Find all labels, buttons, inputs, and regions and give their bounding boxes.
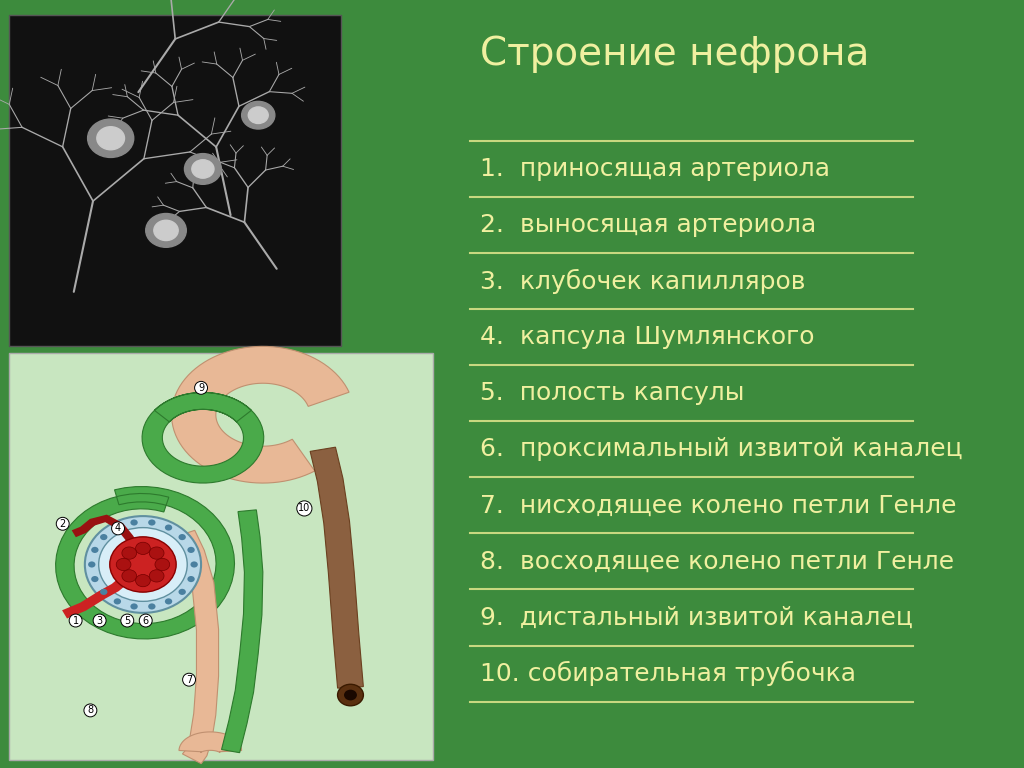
Text: 6: 6 xyxy=(142,615,148,626)
Polygon shape xyxy=(172,346,349,483)
Polygon shape xyxy=(174,531,218,763)
Circle shape xyxy=(145,214,186,247)
Circle shape xyxy=(110,537,176,592)
Circle shape xyxy=(88,561,95,568)
Circle shape xyxy=(338,684,364,706)
Text: 10: 10 xyxy=(298,503,310,514)
Text: 8: 8 xyxy=(87,705,93,716)
Text: 6.  проксимальный извитой каналец: 6. проксимальный извитой каналец xyxy=(479,437,963,462)
Polygon shape xyxy=(72,515,140,551)
Circle shape xyxy=(88,119,134,157)
Circle shape xyxy=(122,547,136,559)
Circle shape xyxy=(178,534,186,540)
Text: 5: 5 xyxy=(124,615,130,626)
Circle shape xyxy=(154,220,178,240)
Circle shape xyxy=(100,589,108,595)
Text: 9: 9 xyxy=(198,382,204,393)
Text: 10. собирательная трубочка: 10. собирательная трубочка xyxy=(479,661,856,686)
Circle shape xyxy=(98,528,187,601)
Text: 7.  нисходящее колено петли Генле: 7. нисходящее колено петли Генле xyxy=(479,493,956,518)
Text: 8.  восходящее колено петли Генле: 8. восходящее колено петли Генле xyxy=(479,549,953,574)
Circle shape xyxy=(178,589,186,595)
Circle shape xyxy=(165,525,172,531)
Circle shape xyxy=(100,534,108,540)
Circle shape xyxy=(114,525,121,531)
Circle shape xyxy=(130,604,138,610)
Polygon shape xyxy=(142,392,264,483)
Circle shape xyxy=(242,101,274,129)
Circle shape xyxy=(187,547,195,553)
Text: Строение нефрона: Строение нефрона xyxy=(479,35,869,73)
Text: 2: 2 xyxy=(59,518,66,529)
FancyBboxPatch shape xyxy=(9,353,433,760)
Circle shape xyxy=(155,558,170,571)
Circle shape xyxy=(148,519,156,525)
Polygon shape xyxy=(310,447,364,688)
Circle shape xyxy=(97,127,125,150)
Circle shape xyxy=(190,561,198,568)
Circle shape xyxy=(165,598,172,604)
Circle shape xyxy=(135,574,151,587)
Polygon shape xyxy=(62,564,141,618)
Circle shape xyxy=(148,604,156,610)
FancyBboxPatch shape xyxy=(9,15,341,346)
Text: 7: 7 xyxy=(186,674,193,685)
Circle shape xyxy=(344,690,357,700)
Circle shape xyxy=(122,570,136,582)
Circle shape xyxy=(116,558,131,571)
Text: 5.  полость капсулы: 5. полость капсулы xyxy=(479,381,744,406)
Text: 4.  капсула Шумлянского: 4. капсула Шумлянского xyxy=(479,325,814,349)
Circle shape xyxy=(248,107,268,124)
Circle shape xyxy=(91,576,98,582)
Circle shape xyxy=(130,519,138,525)
Circle shape xyxy=(85,516,201,613)
Polygon shape xyxy=(221,510,263,753)
Circle shape xyxy=(91,547,98,553)
Circle shape xyxy=(150,570,164,582)
Circle shape xyxy=(150,547,164,559)
Text: 3: 3 xyxy=(96,615,102,626)
Circle shape xyxy=(135,542,151,554)
Polygon shape xyxy=(55,487,234,639)
Text: 9.  дистальный извитой каналец: 9. дистальный извитой каналец xyxy=(479,605,912,630)
Circle shape xyxy=(184,154,221,184)
Text: 4: 4 xyxy=(115,523,121,534)
Text: 1.  приносящая артериола: 1. приносящая артериола xyxy=(479,157,829,181)
Polygon shape xyxy=(179,732,242,753)
Text: 1: 1 xyxy=(73,615,79,626)
Circle shape xyxy=(187,576,195,582)
Text: 3.  клубочек капилляров: 3. клубочек капилляров xyxy=(479,269,805,293)
Circle shape xyxy=(114,598,121,604)
Text: 2.  выносящая артериола: 2. выносящая артериола xyxy=(479,213,816,237)
Circle shape xyxy=(191,160,214,178)
